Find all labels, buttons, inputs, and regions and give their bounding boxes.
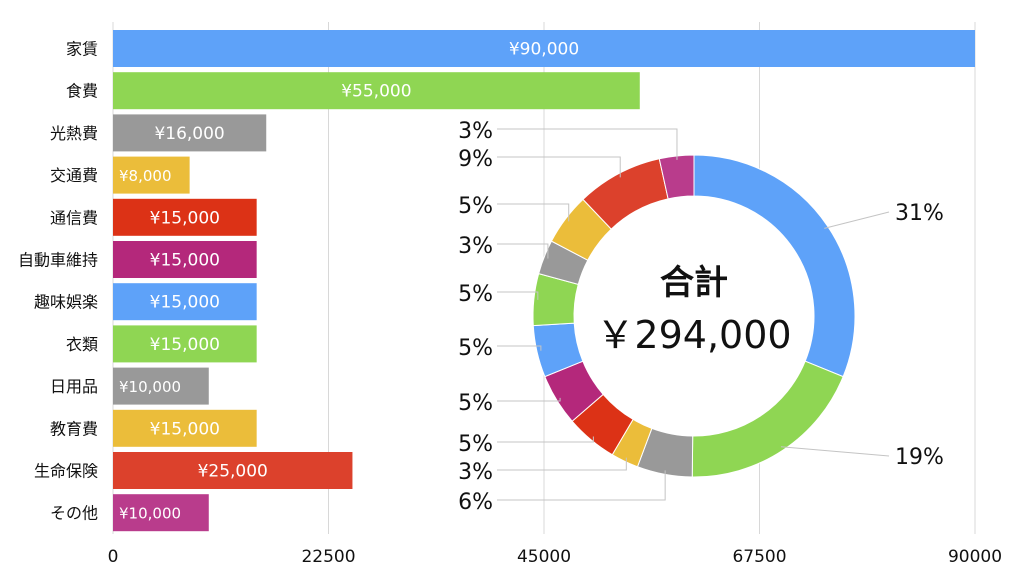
leader-line xyxy=(497,156,621,178)
donut-slice xyxy=(658,154,695,200)
x-axis-ticks: 0 22500 45000 67500 90000 xyxy=(108,547,1002,567)
bar-data-label: ¥15,000 xyxy=(150,335,220,355)
bar xyxy=(113,156,190,194)
bar-data-label: ¥10,000 xyxy=(119,505,181,523)
bar-data-label: ¥15,000 xyxy=(150,251,220,271)
donut-percent-label: 3% xyxy=(458,234,493,259)
bar-data-label: ¥25,000 xyxy=(198,462,268,482)
category-label: 生命保険 xyxy=(34,462,98,481)
donut-percent-label: 5% xyxy=(458,336,493,361)
bar xyxy=(113,494,209,532)
category-label: 家賃 xyxy=(66,40,98,59)
donut-percent-label: 3% xyxy=(458,119,493,144)
donut-percent-labels: 31% 19% 6% 3% 5% 5% 5% 5% 3% 5% 9% 3% xyxy=(458,119,944,515)
bar-data-label: ¥15,000 xyxy=(150,419,220,439)
category-label: 食費 xyxy=(66,82,98,101)
category-label: 日用品 xyxy=(50,377,98,396)
category-label: 交通費 xyxy=(50,166,98,185)
bar-data-label: ¥55,000 xyxy=(341,82,411,102)
x-tick-label: 0 xyxy=(108,547,119,567)
donut-percent-label: 19% xyxy=(895,445,944,470)
category-label: 教育費 xyxy=(50,419,98,438)
donut-percent-label: 9% xyxy=(458,147,493,172)
leader-line xyxy=(497,470,666,501)
donut-center-title: 合計 xyxy=(660,263,728,303)
leader-line xyxy=(497,128,678,160)
bar xyxy=(113,72,640,110)
donut-percent-label: 3% xyxy=(458,460,493,485)
leader-line xyxy=(497,345,542,351)
bar xyxy=(113,30,975,67)
donut-percent-label: 31% xyxy=(895,201,944,226)
leader-line xyxy=(497,203,570,222)
bar-data-label: ¥8,000 xyxy=(119,167,172,185)
bar xyxy=(113,409,257,447)
category-label: 衣類 xyxy=(66,335,98,354)
category-label: その他 xyxy=(50,504,98,523)
x-tick-label: 22500 xyxy=(301,547,355,567)
bar xyxy=(113,198,257,236)
bar-data-label: ¥16,000 xyxy=(154,124,224,144)
leader-line xyxy=(497,291,539,300)
category-label: 自動車維持 xyxy=(18,251,98,270)
category-label: 趣味娯楽 xyxy=(34,293,98,312)
leader-line xyxy=(497,457,627,471)
donut-center-total: ￥294,000 xyxy=(596,313,791,357)
leader-line xyxy=(497,243,549,259)
bar xyxy=(113,114,267,152)
bar-series: ¥90,000 ¥55,000 ¥16,000 ¥8,000 ¥15,000 ¥15,00… xyxy=(113,30,975,532)
bar xyxy=(113,325,257,363)
x-tick-label: 45000 xyxy=(517,547,571,567)
bar xyxy=(113,367,209,405)
donut-percent-label: 5% xyxy=(458,391,493,416)
donut-percent-label: 6% xyxy=(458,490,493,515)
bar-data-label: ¥90,000 xyxy=(509,40,579,60)
leader-line xyxy=(824,211,890,229)
bar xyxy=(113,283,257,321)
bar xyxy=(113,452,353,489)
category-label: 光熱費 xyxy=(50,124,98,143)
bar-data-label: ¥15,000 xyxy=(150,208,220,228)
x-tick-label: 67500 xyxy=(732,547,786,567)
x-tick-label: 90000 xyxy=(948,547,1002,567)
leader-line xyxy=(497,397,561,402)
donut-percent-label: 5% xyxy=(458,282,493,307)
bar xyxy=(113,241,257,278)
donut-backdrop xyxy=(553,175,835,457)
leader-line xyxy=(780,446,890,457)
category-label: 通信費 xyxy=(50,208,98,227)
leader-line xyxy=(497,436,594,443)
donut-percent-label: 5% xyxy=(458,432,493,457)
bar-data-label: ¥10,000 xyxy=(119,378,181,396)
donut-chart xyxy=(532,154,856,478)
bar-data-label: ¥15,000 xyxy=(150,293,220,313)
donut-leader-lines xyxy=(497,128,890,501)
donut-percent-label: 5% xyxy=(458,194,493,219)
